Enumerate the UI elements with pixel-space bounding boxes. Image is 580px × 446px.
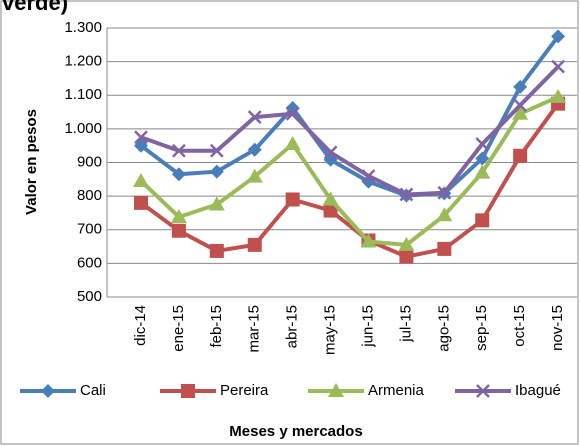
y-tick-label: 1.000 bbox=[64, 120, 102, 137]
y-tick-label: 1.200 bbox=[64, 53, 102, 70]
x-tick-label: may-15 bbox=[322, 305, 339, 355]
marker bbox=[399, 187, 414, 202]
marker bbox=[474, 164, 491, 179]
x-tick-label: jun-15 bbox=[359, 305, 376, 348]
series-line bbox=[139, 35, 560, 198]
marker bbox=[551, 59, 565, 74]
y-tick-label: 900 bbox=[77, 153, 102, 170]
marker bbox=[285, 106, 300, 121]
marker bbox=[209, 164, 224, 179]
marker bbox=[360, 233, 377, 248]
x-tick-label: nov-15 bbox=[549, 305, 566, 351]
marker bbox=[475, 151, 490, 166]
y-axis-label: Valor en pesos bbox=[23, 109, 40, 215]
marker bbox=[551, 29, 566, 44]
series-line bbox=[139, 95, 559, 247]
x-tick-label: dic-14 bbox=[132, 305, 149, 346]
marker bbox=[475, 137, 490, 151]
x-tick-label: ago-15 bbox=[435, 305, 452, 352]
marker bbox=[209, 243, 224, 258]
marker bbox=[172, 143, 186, 158]
marker bbox=[437, 185, 452, 200]
legend-marker bbox=[41, 384, 55, 398]
marker bbox=[399, 249, 414, 264]
marker bbox=[171, 223, 186, 238]
legend-label: Armenia bbox=[368, 382, 425, 399]
y-tick-label: 1.300 bbox=[64, 19, 102, 36]
marker bbox=[437, 241, 452, 256]
series-line bbox=[140, 65, 560, 197]
marker bbox=[285, 192, 300, 207]
x-tick-label: jul-15 bbox=[397, 305, 414, 343]
marker bbox=[284, 136, 301, 151]
chart-title: verde) bbox=[2, 0, 68, 15]
y-tick-label: 700 bbox=[77, 221, 102, 238]
y-tick-label: 500 bbox=[77, 288, 102, 305]
legend-label: Ibagué bbox=[515, 382, 561, 399]
legend-label: Cali bbox=[80, 382, 106, 399]
legend-marker bbox=[328, 383, 344, 397]
x-tick-label: oct-15 bbox=[511, 305, 528, 347]
marker bbox=[513, 148, 528, 163]
marker bbox=[208, 196, 225, 211]
x-tick-label: abr-15 bbox=[284, 305, 301, 348]
x-axis-label: Meses y mercados bbox=[229, 423, 362, 440]
x-tick-label: feb-15 bbox=[208, 305, 225, 348]
marker bbox=[550, 88, 567, 103]
marker bbox=[246, 168, 263, 183]
marker bbox=[209, 143, 224, 158]
marker bbox=[361, 169, 376, 183]
marker bbox=[134, 195, 148, 210]
marker bbox=[398, 236, 415, 251]
marker bbox=[134, 130, 148, 145]
marker bbox=[436, 207, 453, 222]
marker bbox=[247, 142, 262, 157]
marker bbox=[512, 105, 529, 120]
legend-label: Pereira bbox=[220, 382, 269, 399]
marker bbox=[513, 98, 528, 113]
marker bbox=[247, 237, 262, 252]
marker bbox=[171, 167, 186, 182]
series-line bbox=[139, 102, 560, 259]
marker bbox=[323, 203, 338, 218]
marker bbox=[247, 110, 262, 124]
y-tick-label: 600 bbox=[77, 254, 102, 271]
x-tick-label: mar-15 bbox=[246, 305, 263, 353]
marker bbox=[323, 145, 338, 160]
marker bbox=[513, 79, 528, 94]
y-tick-label: 800 bbox=[77, 187, 102, 204]
y-tick-label: 1.100 bbox=[64, 86, 102, 103]
legend-marker bbox=[476, 384, 490, 398]
marker bbox=[133, 172, 149, 187]
marker bbox=[322, 191, 339, 206]
marker bbox=[170, 208, 187, 223]
x-tick-label: sep-15 bbox=[473, 305, 490, 351]
legend-marker bbox=[181, 384, 195, 398]
marker bbox=[475, 213, 490, 228]
x-tick-label: ene-15 bbox=[170, 305, 187, 352]
